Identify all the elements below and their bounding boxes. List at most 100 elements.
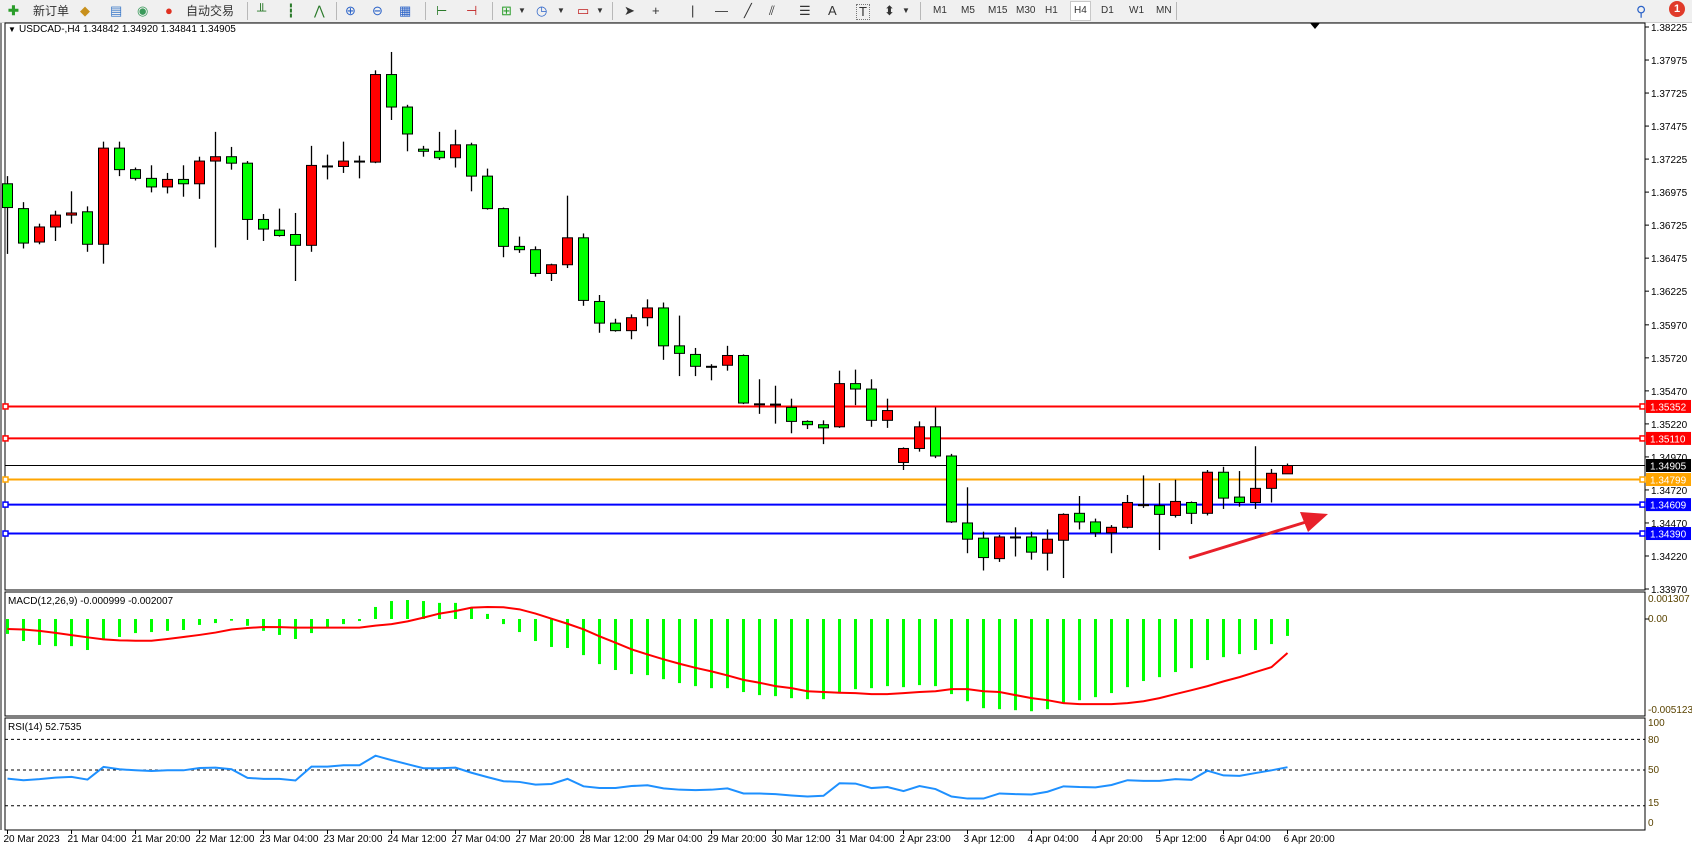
level-price-tag: 1.34609 bbox=[1650, 501, 1687, 512]
fibonacci-icon[interactable]: ☰ bbox=[799, 3, 811, 18]
new-order-icon[interactable]: ✚ bbox=[8, 3, 19, 18]
periods-dropdown-icon[interactable]: ▼ bbox=[557, 6, 565, 15]
timeframe-m5[interactable]: M5 bbox=[961, 5, 975, 16]
templates-dropdown-icon[interactable]: ▼ bbox=[596, 6, 604, 15]
macd-pane bbox=[6, 600, 1289, 712]
candle-bullish bbox=[98, 147, 109, 245]
macd-histogram-bar bbox=[758, 619, 761, 696]
horizontal-levels bbox=[2, 403, 1646, 537]
macd-axis-label: -0.005123 bbox=[1648, 705, 1692, 716]
macd-histogram-bar bbox=[838, 619, 841, 693]
line-handle-right bbox=[1639, 403, 1646, 410]
macd-histogram-bar bbox=[294, 619, 297, 640]
timeframe-m30[interactable]: M30 bbox=[1016, 5, 1036, 16]
line-handle-right bbox=[1639, 435, 1646, 442]
price-axis-label: 1.35470 bbox=[1651, 387, 1688, 398]
macd-histogram-bar bbox=[1014, 619, 1017, 711]
time-axis-label: 24 Mar 12:00 bbox=[388, 834, 447, 845]
market-watch-icon[interactable]: ▤ bbox=[110, 3, 123, 18]
timeframe-d1[interactable]: D1 bbox=[1101, 5, 1114, 16]
level-price-tag-box bbox=[1646, 527, 1691, 541]
trendline-icon[interactable]: ╱ bbox=[744, 3, 752, 18]
macd-histogram-bar bbox=[166, 619, 169, 631]
macd-histogram-bar bbox=[150, 619, 153, 633]
price-axis-label: 1.37475 bbox=[1651, 122, 1688, 133]
auto-trading-icon[interactable]: ● bbox=[165, 3, 173, 18]
candle-bullish bbox=[1138, 504, 1149, 507]
candle-bullish bbox=[722, 354, 733, 366]
timeframe-m1[interactable]: M1 bbox=[933, 5, 947, 16]
search-icon[interactable]: ⚲ bbox=[1636, 3, 1647, 19]
gold-bars-icon[interactable]: ◆ bbox=[80, 3, 90, 18]
candle-bearish bbox=[770, 403, 781, 406]
text-icon[interactable]: A bbox=[828, 3, 837, 18]
tile-windows-icon[interactable]: ▦ bbox=[399, 3, 412, 18]
macd-axis-label: 0.00 bbox=[1648, 614, 1668, 625]
macd-histogram-bar bbox=[310, 619, 313, 634]
horizontal-line-icon[interactable]: — bbox=[715, 3, 728, 18]
candle-bullish bbox=[1282, 465, 1293, 475]
candle-bearish bbox=[242, 162, 253, 220]
cursor-icon[interactable]: ➤ bbox=[624, 3, 635, 18]
macd-histogram-bar bbox=[1174, 619, 1177, 673]
line-chart-icon[interactable]: ⋀ bbox=[314, 3, 325, 18]
axes: 1.38225 1.37975 1.37725 1.37475 1.37225 1.369… bbox=[4, 23, 1692, 845]
candle-bearish bbox=[482, 175, 493, 210]
autoscroll-icon[interactable]: ⊣ bbox=[466, 3, 478, 18]
auto-trading-button[interactable]: 自动交易 bbox=[186, 4, 235, 18]
macd-histogram-bar bbox=[662, 619, 665, 680]
indicators-icon[interactable]: ⊞ bbox=[501, 3, 512, 18]
price-axis-label: 1.35970 bbox=[1651, 321, 1688, 332]
price-axis-label: 1.34220 bbox=[1651, 552, 1688, 563]
time-axis-label: 27 Mar 04:00 bbox=[452, 834, 511, 845]
macd-histogram-bar bbox=[918, 619, 921, 686]
bar-chart-icon[interactable]: ╨ bbox=[257, 3, 267, 18]
candle-bearish bbox=[386, 74, 397, 108]
templates-icon[interactable]: ▭ bbox=[577, 3, 590, 18]
chart-shift-icon[interactable]: ⊢ bbox=[436, 3, 448, 18]
timeframe-mn[interactable]: MN bbox=[1156, 5, 1172, 16]
macd-histogram-bar bbox=[742, 619, 745, 693]
bid-price-tag: 1.34905 bbox=[1650, 462, 1687, 473]
time-axis-label: 23 Mar 04:00 bbox=[260, 834, 319, 845]
text-label-icon[interactable]: T bbox=[856, 4, 870, 20]
equidistant-channel-icon[interactable]: ⫽ bbox=[769, 3, 775, 18]
candle-bearish bbox=[1218, 471, 1229, 499]
arrows-dropdown-icon[interactable]: ▼ bbox=[902, 6, 910, 15]
signals-icon[interactable]: ◉ bbox=[137, 3, 149, 18]
candle-bullish bbox=[914, 426, 925, 449]
timeframe-h4[interactable]: H4 bbox=[1070, 1, 1091, 21]
candle-bullish bbox=[338, 160, 349, 167]
zoom-out-icon[interactable]: ⊖ bbox=[372, 3, 383, 18]
vertical-line-icon[interactable]: | bbox=[691, 3, 695, 18]
candle-bearish bbox=[658, 307, 669, 347]
candle-bearish bbox=[978, 537, 989, 559]
macd-histogram-bar bbox=[1286, 619, 1289, 636]
macd-histogram-bar bbox=[550, 619, 553, 647]
macd-histogram-bar bbox=[998, 619, 1001, 710]
timeframe-h1[interactable]: H1 bbox=[1045, 5, 1058, 16]
arrows-icon[interactable]: ⬍ bbox=[884, 3, 895, 18]
periods-clock-icon[interactable]: ◷ bbox=[536, 3, 548, 18]
new-order-button[interactable]: 新订单 bbox=[33, 4, 70, 18]
indicators-dropdown-icon[interactable]: ▼ bbox=[518, 6, 526, 15]
macd-histogram-bar bbox=[1190, 619, 1193, 669]
price-axis-label: 1.34970 bbox=[1651, 453, 1688, 464]
candlestick-icon[interactable]: ┇ bbox=[287, 3, 295, 18]
macd-histogram-bar bbox=[438, 602, 441, 619]
candle-bearish bbox=[1154, 505, 1165, 515]
timeframe-w1[interactable]: W1 bbox=[1129, 5, 1144, 16]
candle-bearish bbox=[850, 383, 861, 390]
candle-bullish bbox=[370, 74, 381, 163]
zoom-in-icon[interactable]: ⊕ bbox=[345, 3, 356, 18]
chart-menu-triangle-icon[interactable]: ▼ bbox=[8, 25, 16, 34]
notification-badge[interactable]: 1 bbox=[1669, 1, 1685, 17]
candle-bearish bbox=[274, 229, 285, 237]
candlesticks bbox=[2, 51, 1293, 579]
time-axis-label: 4 Apr 04:00 bbox=[1028, 834, 1080, 845]
candle-bullish bbox=[306, 164, 317, 246]
candle-bullish bbox=[626, 317, 637, 332]
timeframe-m15[interactable]: M15 bbox=[988, 5, 1008, 16]
crosshair-icon[interactable]: + bbox=[652, 3, 660, 18]
